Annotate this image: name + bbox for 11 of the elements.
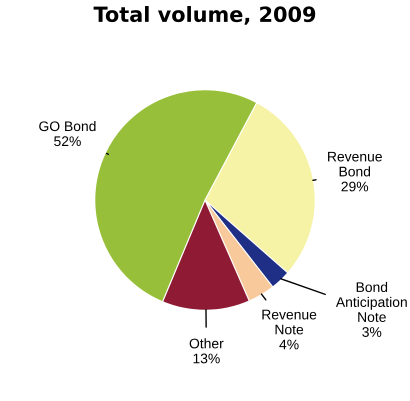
slice-label: Other	[190, 338, 224, 348]
slice-label: Revenue Note	[262, 310, 316, 334]
data-label: 29%	[342, 182, 368, 192]
data-label: 52%	[54, 136, 81, 146]
slice-label: Bond Anticipation Note	[336, 282, 407, 322]
data-label: 13%	[194, 354, 220, 364]
chart-title: Total volume, 2009	[94, 6, 316, 25]
slice-label: Revenue Bond	[328, 152, 382, 176]
data-label: 4%	[279, 340, 299, 350]
data-label: 3%	[362, 327, 382, 337]
slice-label: GO Bond	[39, 120, 96, 132]
